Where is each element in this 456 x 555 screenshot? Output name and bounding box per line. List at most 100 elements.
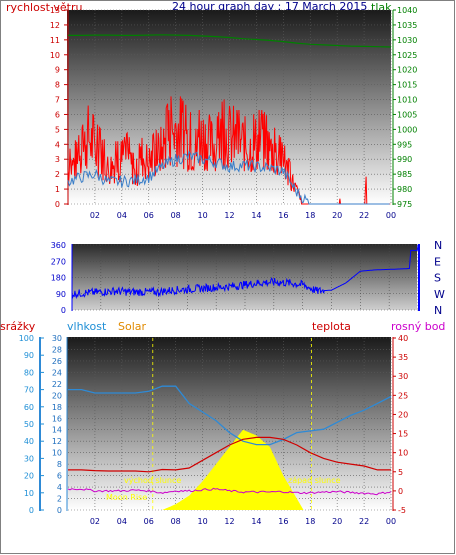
inner-tick-label: 8 [57,460,62,469]
series [67,34,419,510]
pressure-tick-label: 1030 [397,36,417,45]
inner-tick-label: 16 [52,414,62,423]
chart-title: 24 hour graph day : 17 March 2015 [172,0,367,13]
wind-tick-label: 10 [50,51,60,60]
pressure-tick-label: 995 [397,140,412,149]
pressure-tick-label: 990 [397,155,412,164]
temp-x-tick-label: 10 [197,517,207,526]
inner-tick-label: 0 [57,506,62,515]
humidity-tick-label: 90 [24,351,34,360]
wind-x-tick-label: 04 [117,211,127,220]
wind-tick-label: 6 [55,110,60,119]
compass-tick-label: N [434,239,442,252]
wind-x-tick-label: 06 [144,211,154,220]
wind-tick-label: 1 [55,185,60,194]
humidity-series [68,385,392,446]
pressure-tick-label: 1040 [397,6,417,15]
temp-tick-label: 40 [398,334,408,343]
temp-tick-label: 35 [398,353,408,362]
temp-x-tick-label: 04 [117,517,127,526]
direction-tick-label: 90 [56,290,66,299]
wind-speed-label: rychlost větru [6,1,82,14]
temp-x-tick-label: 00 [386,517,396,526]
moonrise-label: Moon Rise [106,493,147,502]
direction-tick-label: 0 [61,306,66,315]
wind-x-tick-label: 00 [386,211,396,220]
inner-tick-label: 6 [57,472,62,481]
temp-x-tick-label: 06 [144,517,154,526]
temperature-series [68,436,391,473]
temp-x-tick-label: 18 [305,517,315,526]
humidity-tick-label: 20 [24,472,34,481]
pressure-tick-label: 1035 [397,21,417,30]
humidity-tick-label: 50 [24,420,34,429]
direction-tick-label: 360 [51,241,66,250]
wind-tick-label: 0 [55,200,60,209]
pressure-tick-label: 1025 [397,51,417,60]
temp-x-tick-label: 20 [332,517,342,526]
pressure-tick-label: 985 [397,170,412,179]
temp-x-tick-label: 16 [278,517,288,526]
wind-x-tick-label: 14 [251,211,261,220]
pressure-series [68,34,392,48]
direction-tick-label: 180 [51,274,66,283]
temp-tick-label: 25 [398,391,408,400]
humidity-tick-label: 80 [24,368,34,377]
pressure-tick-label: 1005 [397,110,417,119]
wind-x-tick-label: 12 [224,211,234,220]
wind-tick-label: 3 [55,155,60,164]
tick-labels: 0123456789101112139759809859909951000100… [19,6,445,526]
pressure-tick-label: 1010 [397,96,417,105]
wind-x-tick-label: 10 [197,211,207,220]
temp-tick-label: 10 [398,449,408,458]
humidity-tick-label: 100 [19,334,34,343]
wind-x-tick-label: 18 [305,211,315,220]
inner-tick-label: 12 [52,437,62,446]
wind-direction-series [71,244,419,300]
humidity-tick-label: 30 [24,454,34,463]
compass-tick-label: W [434,288,445,301]
temperature-label: teplota [312,320,351,333]
humidity-label: vlhkost [67,320,107,333]
wind-x-tick-label: 02 [90,211,100,220]
inner-tick-label: 14 [52,426,62,435]
temp-tick-label: 20 [398,410,408,419]
inner-tick-label: 20 [52,391,62,400]
humidity-tick-label: 60 [24,403,34,412]
temp-tick-label: 5 [398,468,403,477]
sunrise-label: východ slunce [124,476,181,485]
temp-tick-label: 15 [398,430,408,439]
inner-tick-label: 28 [52,345,62,354]
wind-x-tick-label: 22 [359,211,369,220]
wind-tick-label: 5 [55,125,60,134]
temp-x-tick-label: 02 [90,517,100,526]
temp-x-tick-label: 22 [359,517,369,526]
compass-tick-label: N [434,304,442,317]
pressure-tick-label: 1000 [397,125,417,134]
inner-tick-label: 10 [52,449,62,458]
wind-tick-label: 2 [55,170,60,179]
inner-tick-label: 4 [57,483,62,492]
wind-x-tick-label: 16 [278,211,288,220]
solar-label: Solar [118,320,147,333]
inner-tick-label: 30 [52,334,62,343]
temp-tick-label: -5 [398,506,406,515]
direction-plot-area [72,244,417,310]
inner-tick-label: 2 [57,495,62,504]
wind-tick-label: 12 [50,21,60,30]
humidity-tick-label: 10 [24,489,34,498]
humidity-tick-label: 0 [29,506,34,515]
wind-average-series [67,150,390,205]
pressure-tick-label: 1020 [397,66,417,75]
sunset-label: západ slunce [288,476,341,485]
inner-tick-label: 24 [52,368,62,377]
direction-tick-label: 270 [51,257,66,266]
rain-label: srážky [0,320,36,333]
pressure-tick-label: 975 [397,200,412,209]
inner-tick-label: 18 [52,403,62,412]
wind-tick-label: 13 [50,6,60,15]
pressure-tick-label: 1015 [397,81,417,90]
wind-x-tick-label: 20 [332,211,342,220]
pressure-tick-label: 980 [397,185,412,194]
